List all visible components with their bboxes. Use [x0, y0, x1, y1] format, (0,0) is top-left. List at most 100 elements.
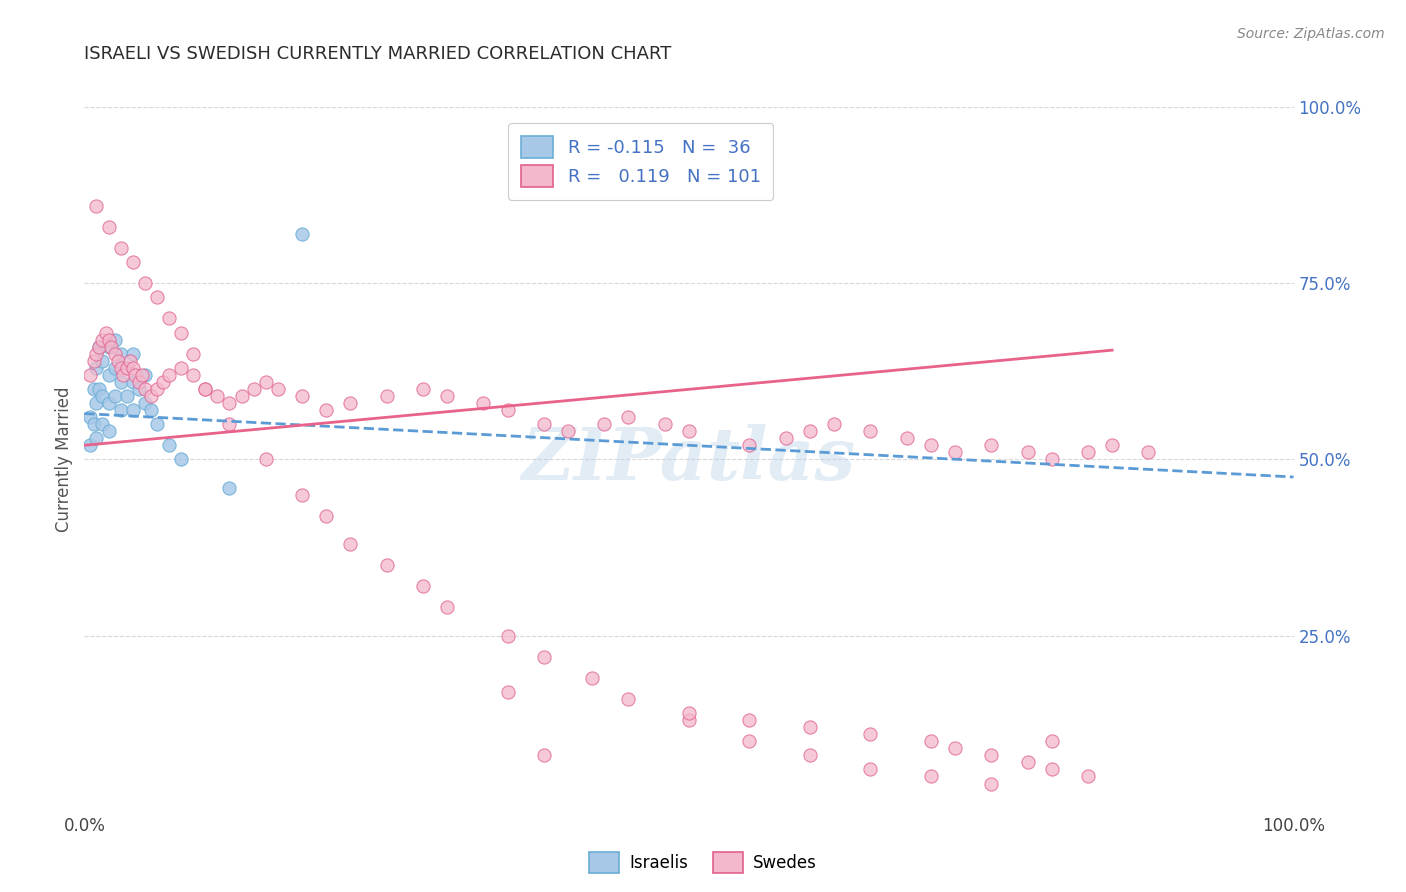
Point — [100, 340, 122, 354]
Point — [472, 396, 495, 410]
Point — [1137, 445, 1160, 459]
Point — [91, 389, 114, 403]
Point — [131, 368, 153, 382]
Point — [920, 769, 942, 784]
Point — [496, 403, 519, 417]
Point — [146, 417, 169, 431]
Point — [134, 396, 156, 410]
Text: ZIPatlas: ZIPatlas — [522, 424, 856, 495]
Point — [104, 389, 127, 403]
Point — [581, 671, 603, 685]
Point — [79, 438, 101, 452]
Point — [86, 360, 108, 375]
Point — [738, 713, 761, 727]
Point — [291, 389, 314, 403]
Point — [775, 431, 797, 445]
Point — [139, 389, 162, 403]
Point — [1040, 734, 1063, 748]
Point — [218, 396, 240, 410]
Point — [823, 417, 845, 431]
Point — [121, 375, 143, 389]
Point — [94, 326, 117, 340]
Point — [799, 748, 821, 763]
Point — [139, 403, 162, 417]
Point — [152, 375, 174, 389]
Point — [121, 403, 143, 417]
Point — [104, 333, 127, 347]
Point — [97, 333, 120, 347]
Y-axis label: Currently Married: Currently Married — [55, 386, 73, 533]
Point — [120, 353, 142, 368]
Point — [170, 360, 193, 375]
Point — [1077, 769, 1099, 784]
Point — [79, 368, 101, 382]
Point — [157, 438, 180, 452]
Point — [134, 382, 156, 396]
Point — [412, 382, 434, 396]
Point — [678, 713, 700, 727]
Point — [339, 537, 361, 551]
Point — [218, 417, 240, 431]
Point — [315, 403, 337, 417]
Point — [194, 382, 217, 396]
Point — [859, 424, 882, 438]
Point — [115, 360, 138, 375]
Point — [194, 382, 217, 396]
Point — [920, 734, 942, 748]
Point — [128, 375, 150, 389]
Point — [375, 558, 398, 573]
Point — [533, 417, 555, 431]
Point — [181, 368, 204, 382]
Point — [83, 417, 105, 431]
Point — [231, 389, 253, 403]
Point — [896, 431, 918, 445]
Point — [412, 579, 434, 593]
Point — [799, 720, 821, 734]
Point — [86, 431, 108, 445]
Point — [146, 382, 169, 396]
Point — [1040, 452, 1063, 467]
Point — [1040, 763, 1063, 777]
Point — [112, 368, 135, 382]
Point — [920, 438, 942, 452]
Point — [678, 424, 700, 438]
Point — [87, 340, 110, 354]
Point — [170, 452, 193, 467]
Point — [980, 438, 1002, 452]
Point — [86, 199, 108, 213]
Point — [533, 649, 555, 664]
Text: ISRAELI VS SWEDISH CURRENTLY MARRIED CORRELATION CHART: ISRAELI VS SWEDISH CURRENTLY MARRIED COR… — [84, 45, 672, 62]
Point — [980, 776, 1002, 790]
Point — [207, 389, 229, 403]
Point — [254, 452, 277, 467]
Point — [110, 241, 132, 255]
Point — [91, 417, 114, 431]
Point — [110, 375, 132, 389]
Point — [436, 600, 458, 615]
Point — [124, 368, 146, 382]
Point — [339, 396, 361, 410]
Point — [1101, 438, 1123, 452]
Point — [654, 417, 676, 431]
Point — [83, 353, 105, 368]
Point — [110, 360, 132, 375]
Point — [859, 727, 882, 741]
Point — [436, 389, 458, 403]
Point — [91, 333, 114, 347]
Point — [157, 311, 180, 326]
Point — [980, 748, 1002, 763]
Point — [87, 340, 110, 354]
Point — [115, 389, 138, 403]
Point — [738, 438, 761, 452]
Point — [315, 508, 337, 523]
Point — [943, 741, 966, 756]
Point — [91, 353, 114, 368]
Point — [291, 227, 314, 241]
Point — [121, 255, 143, 269]
Point — [97, 340, 120, 354]
Point — [157, 368, 180, 382]
Point — [218, 481, 240, 495]
Point — [104, 346, 127, 360]
Point — [496, 628, 519, 642]
Point — [83, 382, 105, 396]
